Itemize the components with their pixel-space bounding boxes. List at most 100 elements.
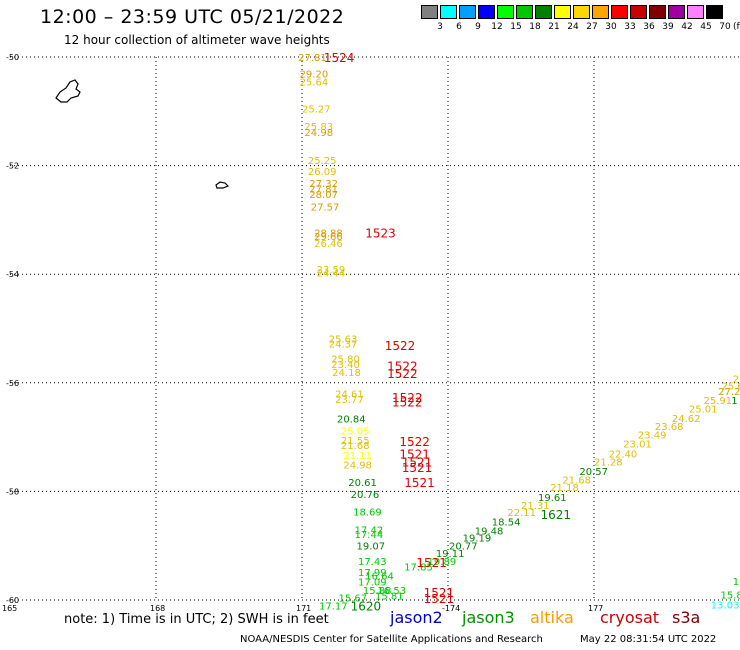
wave-height-label: 23.01 [623, 440, 652, 451]
legend-swatch [440, 5, 457, 19]
island-outline [215, 181, 230, 189]
wave-height-label: 22.40 [609, 449, 638, 460]
wave-height-label: 22.11 [507, 508, 536, 519]
time-label: 1522 [392, 395, 423, 409]
lat-lon-grid [10, 56, 740, 601]
legend-value: 21 [548, 22, 560, 32]
satellite-altika: altika [530, 608, 574, 627]
wave-height-label: 24.98 [343, 460, 372, 471]
time-label: 1522 [385, 339, 416, 353]
wave-height-label: 23.49 [638, 430, 667, 441]
wave-height-label: 17.43 [358, 557, 387, 568]
wave-height-label: 24.61 [335, 390, 364, 401]
wave-height-label: 24.44 [317, 269, 346, 280]
wave-height-label: 21.31 [521, 501, 550, 512]
satellite-cryosat: cryosat [600, 608, 660, 627]
wave-height-label: 2 [733, 374, 739, 385]
wave-height-label: 21.18 [550, 483, 579, 494]
wave-height-label: 25.91 [704, 396, 733, 407]
wave-height-label: 25.83 [304, 122, 333, 133]
legend-value: 42 [681, 22, 693, 32]
lat-label: -54 [6, 270, 19, 279]
wave-height-label: 19.19 [463, 534, 492, 545]
satellite-jason2: jason2 [390, 608, 443, 627]
wave-height-label: 17.17 [319, 601, 348, 612]
wave-height-label: 25.6 [722, 382, 740, 393]
footer-timestamp: May 22 08:31:54 UTC 2022 [580, 634, 717, 645]
legend-value: 9 [475, 22, 481, 32]
wave-height-label: 25.64 [300, 77, 329, 88]
satellite-s3a: s3a [672, 608, 701, 627]
legend-swatch [668, 5, 685, 19]
wave-height-label: 21.55 [341, 436, 370, 447]
wave-height-label: 1 [731, 396, 737, 407]
legend-swatch [706, 5, 723, 19]
wave-height-label: 15.67 [339, 593, 368, 604]
wave-height-label: 26.46 [314, 239, 343, 250]
legend-value: 18 [529, 22, 541, 32]
wave-labels: 27.8129.2025.6425.2725.8324.9825.2526.09… [298, 51, 740, 613]
lon-label: 165 [2, 604, 17, 613]
time-label: 1521 [402, 456, 433, 470]
legend-swatch [516, 5, 533, 19]
lon-label: 171 [296, 604, 311, 613]
wave-height-label: 15.8 [721, 591, 740, 602]
legend-value: 3 [437, 22, 443, 32]
wave-height-label: 20.76 [351, 490, 380, 501]
wave-height-label: 21.68 [341, 441, 370, 452]
wave-height-label: 20.84 [337, 415, 366, 426]
wave-height-label: 19.11 [436, 549, 465, 560]
legend-value: 27 [586, 22, 598, 32]
legend-swatch [649, 5, 666, 19]
legend-value: 30 [605, 22, 617, 32]
wave-height-label: 19.07 [357, 542, 386, 553]
legend-value: 6 [456, 22, 462, 32]
wave-height-label: 24.37 [329, 340, 358, 351]
lon-label: 177 [588, 604, 603, 613]
legend-value: 70 [719, 22, 731, 32]
wave-height-label: 23.59 [317, 265, 346, 276]
legend-swatch [630, 5, 647, 19]
wave-height-label: 25.27 [302, 105, 331, 116]
wave-height-label: 17.85 [404, 562, 433, 573]
legend-swatch [573, 5, 590, 19]
time-label: 1522 [392, 391, 423, 405]
wave-height-label: 28.88 [314, 228, 343, 239]
lat-label: -56 [6, 379, 19, 388]
legend-swatch [478, 5, 495, 19]
wave-height-label: 25.25 [308, 156, 337, 167]
time-label: 1521 [424, 592, 455, 606]
legend-value: 15 [510, 22, 522, 32]
time-label: 1522 [387, 359, 418, 373]
wave-height-label: 15.88 [363, 586, 392, 597]
time-label: 1522 [399, 435, 430, 449]
lat-label: -58 [6, 487, 19, 496]
time-label: 1522 [387, 367, 418, 381]
legend-swatch [421, 5, 438, 19]
time-label: 1521 [424, 586, 455, 600]
wave-height-label: 15.81 [375, 592, 404, 603]
time-label: 1521 [404, 476, 435, 490]
wave-height-label: 27.81 [309, 184, 338, 195]
time-label: 1620 [351, 599, 382, 613]
map-subtitle: 12 hour collection of altimeter wave hei… [64, 33, 330, 47]
wave-height-label: 17.44 [355, 530, 384, 541]
wave-height-label: 17.09 [358, 578, 387, 589]
wave-height-label: 23.40 [331, 360, 360, 371]
legend-swatch [535, 5, 552, 19]
wave-height-label: 29.20 [300, 69, 329, 80]
legend-value: 39 [662, 22, 674, 32]
wave-height-label: 16.53 [377, 586, 406, 597]
wave-height-label: 25.80 [331, 354, 360, 365]
legend-swatch [554, 5, 571, 19]
time-label: 1521 [402, 461, 433, 475]
wave-height-label: 24.98 [304, 128, 333, 139]
wave-height-label: 25.01 [689, 404, 718, 415]
wave-height-label: 21.11 [343, 451, 372, 462]
lon-label: 168 [150, 604, 165, 613]
wave-height-label: 19.61 [538, 493, 567, 504]
wave-height-label: 20.57 [579, 467, 608, 478]
wave-height-label: 13.03 [711, 600, 740, 611]
legend-value: 36 [643, 22, 655, 32]
